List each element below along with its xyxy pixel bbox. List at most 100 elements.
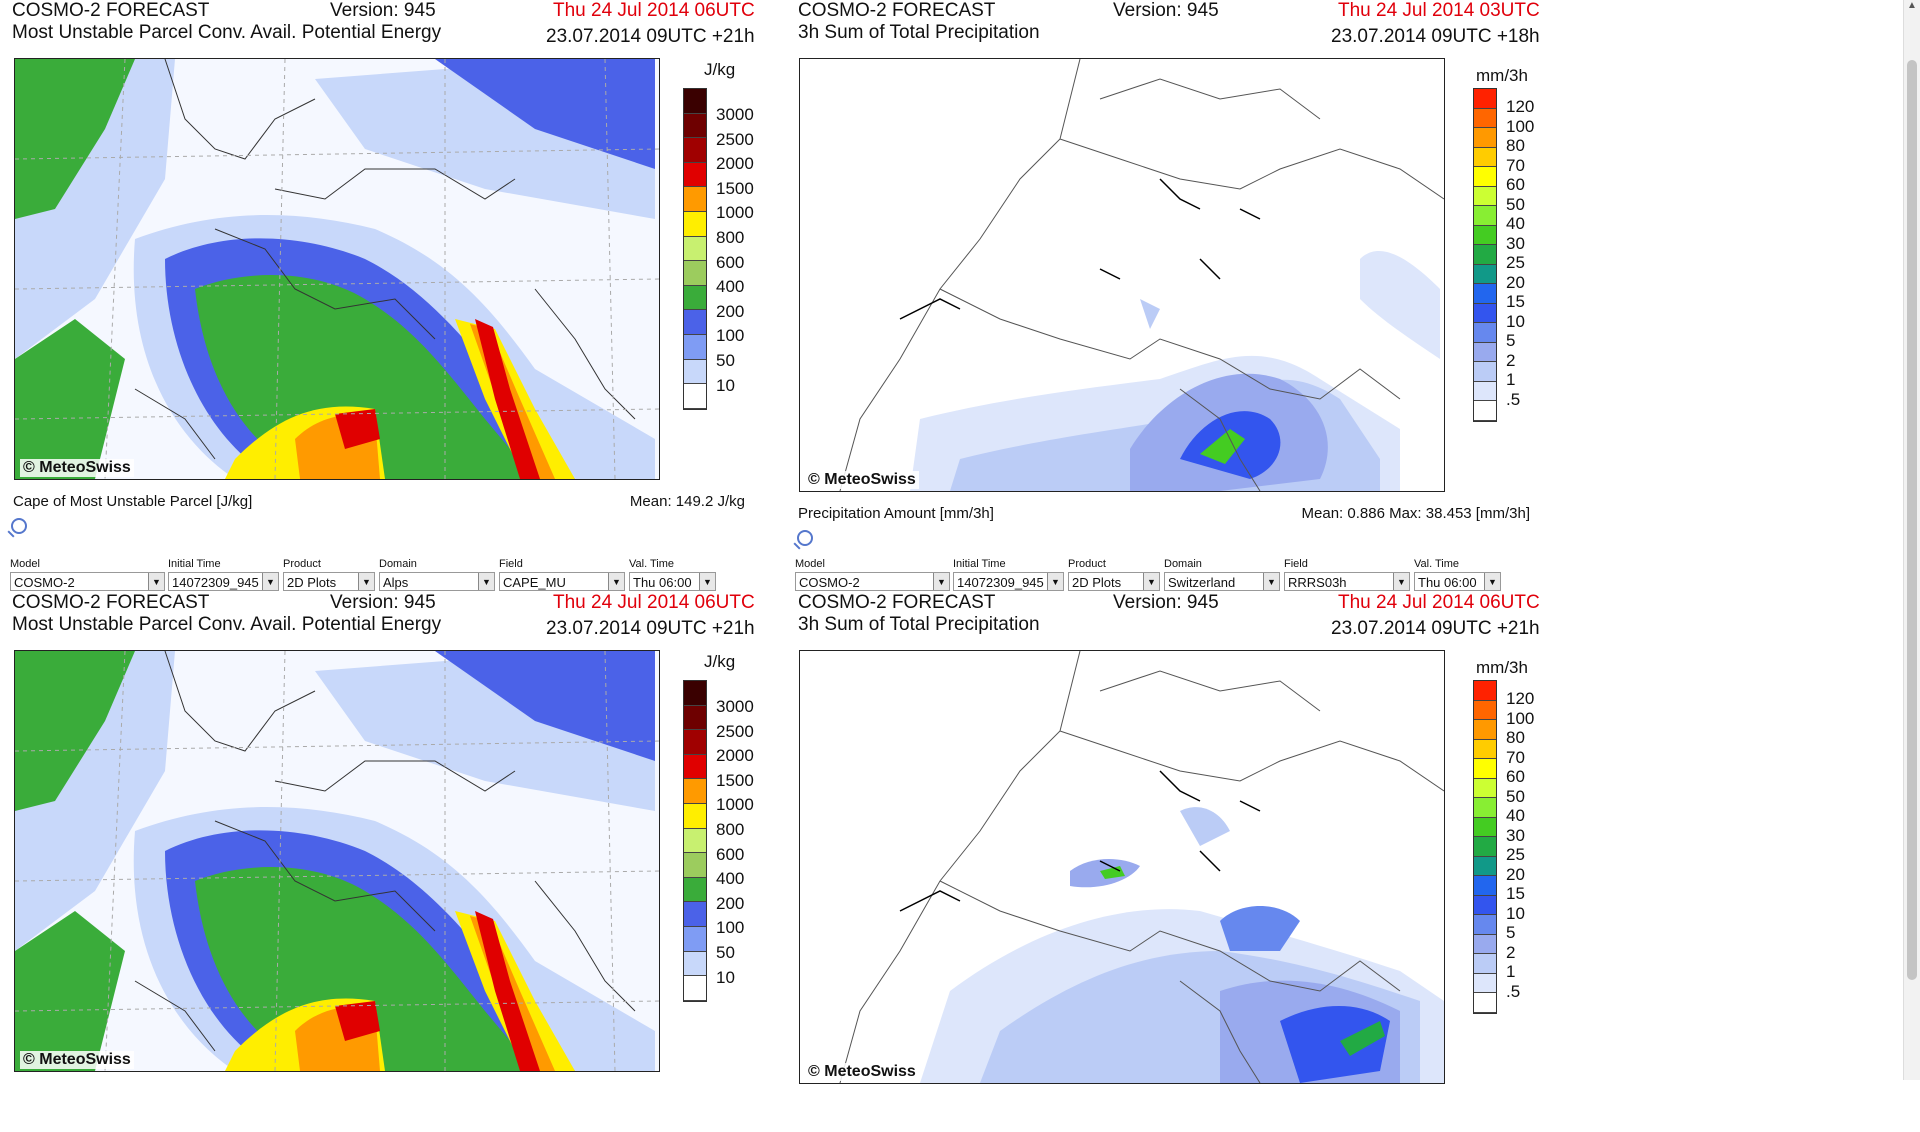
- product-label: Product: [1068, 558, 1106, 570]
- model-select[interactable]: COSMO-2 ▼: [795, 572, 950, 591]
- chevron-down-icon: ▼: [262, 573, 278, 590]
- colorbar-swatch: [1474, 381, 1496, 401]
- zoom-icon[interactable]: [11, 518, 27, 534]
- colorbar-swatch: [684, 211, 706, 237]
- field-select[interactable]: RRRS03h ▼: [1284, 572, 1410, 591]
- colorbar-tick-label: 2000: [716, 154, 754, 174]
- colorbar-tick-label: 80: [1506, 728, 1525, 747]
- cape-map[interactable]: © MeteoSwiss: [14, 58, 660, 480]
- colorbar-unit: J/kg: [704, 652, 736, 671]
- precip-field-graphic: [800, 651, 1444, 1083]
- scroll-up-icon[interactable]: ▲: [1907, 0, 1917, 11]
- colorbar-tick-label: 10: [1506, 903, 1525, 923]
- colorbar-swatch: [1474, 681, 1496, 701]
- colorbar-tick-label: 5: [1506, 923, 1516, 942]
- cape-map[interactable]: © MeteoSwiss: [14, 650, 660, 1072]
- colorbar-tick-label: 50: [716, 942, 735, 962]
- colorbar: [1473, 88, 1497, 422]
- version-label: Version: 945: [1113, 0, 1219, 21]
- colorbar-tick-label: 25: [1506, 845, 1525, 864]
- colorbar-swatch: [684, 261, 706, 286]
- val-time-value: Thu 06:00: [1418, 575, 1477, 590]
- initial-time-select[interactable]: 14072309_945 ▼: [953, 572, 1064, 591]
- colorbar-tick-label: 5: [1506, 331, 1516, 350]
- initial-time-select[interactable]: 14072309_945 ▼: [168, 572, 279, 591]
- colorbar-swatch: [684, 236, 706, 262]
- colorbar-tick-label: 40: [1506, 214, 1525, 233]
- forecast-panel-precip-bottom: COSMO-2 FORECAST 3h Sum of Total Precipi…: [785, 592, 1555, 1132]
- run-time: 23.07.2014 09UTC +18h: [1331, 26, 1540, 47]
- colorbar-tick-label: 1500: [716, 770, 754, 790]
- colorbar-swatch: [684, 310, 706, 335]
- colorbar-tick-label: 1000: [716, 795, 754, 815]
- colorbar-swatch: [1474, 128, 1496, 148]
- forecast-subtitle: 3h Sum of Total Precipitation: [798, 22, 1040, 43]
- colorbar-swatch: [1474, 89, 1496, 109]
- forecast-title: COSMO-2 FORECAST: [12, 592, 210, 613]
- colorbar-swatch: [1474, 856, 1496, 876]
- map-caption: Cape of Most Unstable Parcel [J/kg]: [13, 493, 253, 510]
- colorbar-swatch: [1474, 798, 1496, 818]
- colorbar-swatch: [684, 113, 706, 139]
- colorbar-swatch: [1474, 778, 1496, 798]
- chevron-down-icon: ▼: [478, 573, 494, 590]
- colorbar-swatch: [684, 803, 706, 829]
- colorbar-swatch: [1474, 993, 1496, 1013]
- field-value: CAPE_MU: [503, 575, 566, 590]
- product-select[interactable]: 2D Plots ▼: [1068, 572, 1160, 591]
- colorbar-swatch: [1474, 817, 1496, 837]
- colorbar-tick-label: 50: [716, 350, 735, 370]
- forecast-title: COSMO-2 FORECAST: [12, 0, 210, 21]
- val-time-select[interactable]: Thu 06:00 ▼: [629, 572, 716, 591]
- domain-value: Alps: [383, 575, 409, 590]
- colorbar-tick-label: .5: [1506, 389, 1521, 409]
- vertical-scrollbar[interactable]: ▲: [1903, 0, 1920, 1080]
- colorbar-tick-label: 40: [1506, 806, 1525, 825]
- colorbar-swatch: [1474, 876, 1496, 896]
- colorbar-tick-label: 100: [716, 918, 745, 938]
- colorbar-tick-label: 100: [1506, 116, 1535, 136]
- precipitation-map[interactable]: © MeteoSwiss: [799, 650, 1445, 1084]
- forecast-subtitle: Most Unstable Parcel Conv. Avail. Potent…: [12, 614, 442, 635]
- colorbar-tick-label: 120: [1506, 97, 1535, 116]
- domain-select[interactable]: Alps ▼: [379, 572, 495, 591]
- product-value: 2D Plots: [1072, 575, 1122, 590]
- colorbar-swatch: [684, 976, 706, 1001]
- colorbar-swatch: [1474, 759, 1496, 779]
- colorbar-ticks: 3000 2500 2000 1500 1000 800 600 400 200 100 50 10: [716, 695, 754, 990]
- colorbar-swatch: [1474, 895, 1496, 915]
- chevron-down-icon: ▼: [148, 573, 164, 590]
- colorbar-swatch: [1474, 225, 1496, 245]
- colorbar-tick-label: 2: [1506, 350, 1516, 370]
- colorbar-tick-label: 10: [716, 375, 735, 395]
- colorbar-swatch: [684, 951, 706, 977]
- colorbar-swatch: [1474, 167, 1496, 187]
- precipitation-map[interactable]: © MeteoSwiss: [799, 58, 1445, 492]
- domain-label: Domain: [379, 558, 417, 570]
- copyright-label: © MeteoSwiss: [20, 1051, 134, 1069]
- domain-select[interactable]: Switzerland ▼: [1164, 572, 1280, 591]
- model-select[interactable]: COSMO-2 ▼: [10, 572, 165, 591]
- colorbar-swatch: [684, 162, 706, 188]
- field-select[interactable]: CAPE_MU ▼: [499, 572, 625, 591]
- copyright-label: © MeteoSwiss: [805, 1063, 919, 1081]
- val-time-select[interactable]: Thu 06:00 ▼: [1414, 572, 1501, 591]
- colorbar-tick-label: 2500: [716, 129, 754, 149]
- colorbar-tick-label: 70: [1506, 747, 1525, 767]
- initial-time-value: 14072309_945: [172, 575, 259, 590]
- forecast-panel-cape-bottom: COSMO-2 FORECAST Most Unstable Parcel Co…: [0, 592, 770, 1132]
- colorbar-swatch: [1474, 303, 1496, 323]
- forecast-title: COSMO-2 FORECAST: [798, 0, 996, 21]
- colorbar-tick-label: 600: [716, 844, 745, 864]
- scrollbar-thumb[interactable]: [1907, 60, 1917, 980]
- zoom-icon[interactable]: [797, 530, 813, 546]
- colorbar-tick-label: 70: [1506, 155, 1525, 175]
- colorbar-swatch: [684, 877, 706, 903]
- colorbar-swatch: [1474, 915, 1496, 935]
- colorbar-ticks: 120 100 80 70 60 50 40 30 25 20 15 10 5 2 1.5: [1506, 689, 1534, 1001]
- chevron-down-icon: ▼: [1484, 573, 1500, 590]
- product-select[interactable]: 2D Plots ▼: [283, 572, 375, 591]
- colorbar-swatch: [684, 926, 706, 952]
- colorbar-ticks: 3000 2500 2000 1500 1000 800 600 400 200 100 50 10: [716, 103, 754, 398]
- model-value: COSMO-2: [14, 575, 75, 590]
